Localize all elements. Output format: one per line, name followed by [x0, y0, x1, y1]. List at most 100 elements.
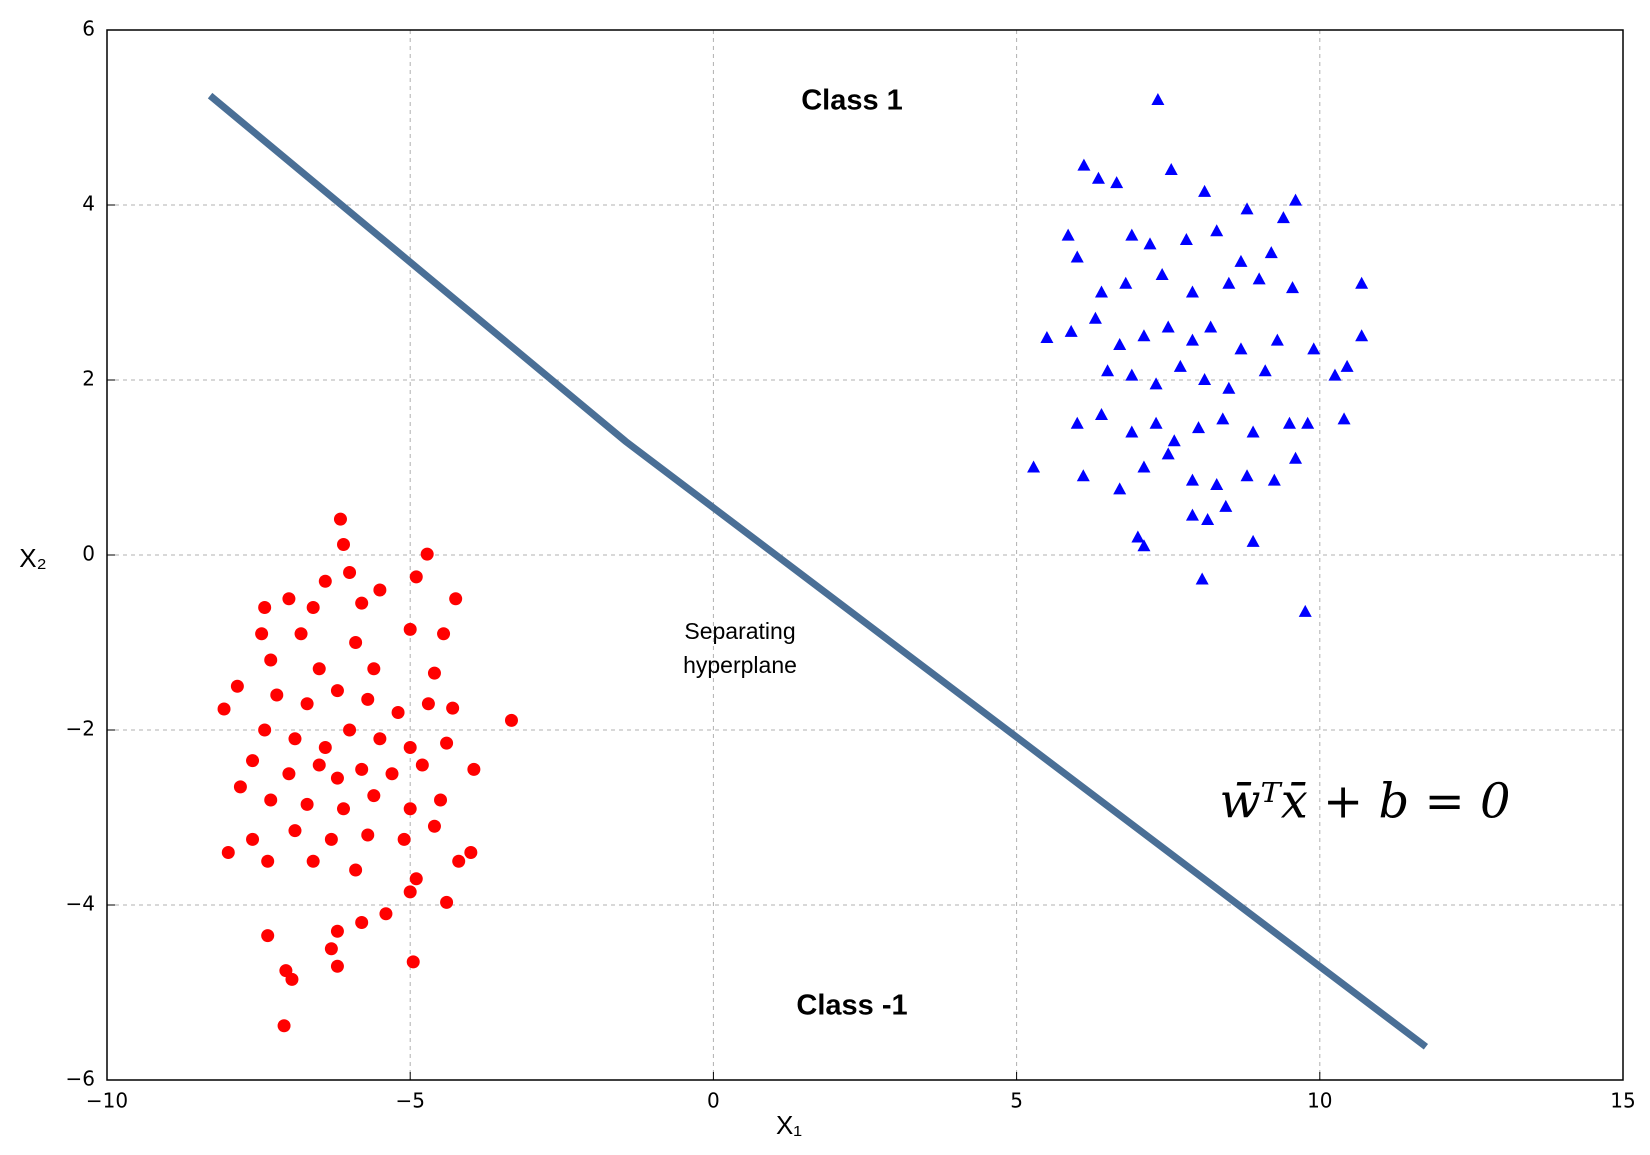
point [1276, 211, 1290, 224]
point [264, 653, 278, 667]
point [255, 627, 269, 641]
point [1192, 421, 1206, 434]
point [1301, 416, 1315, 429]
point [437, 627, 451, 641]
point [420, 547, 434, 561]
point [1328, 368, 1342, 381]
point [1101, 364, 1115, 377]
point [1125, 228, 1139, 241]
y-tick-label: 0 [82, 542, 95, 566]
point [449, 592, 463, 606]
point [403, 622, 417, 636]
point [258, 723, 272, 737]
point [1164, 163, 1178, 175]
point [1155, 268, 1169, 280]
point [467, 762, 481, 776]
point [1307, 342, 1321, 355]
point [324, 832, 338, 846]
point [355, 916, 369, 929]
point [1234, 254, 1248, 267]
point [261, 854, 275, 868]
y-tick-label: 6 [82, 17, 95, 41]
point [1289, 193, 1303, 206]
point [452, 854, 466, 868]
point [230, 679, 244, 693]
point [261, 929, 275, 943]
point [330, 684, 344, 698]
point [1040, 331, 1054, 343]
point [1286, 281, 1300, 294]
point [1210, 224, 1224, 237]
point [1149, 377, 1163, 390]
x-axis-label: X₁ [776, 1110, 802, 1140]
point [1061, 228, 1075, 241]
point [1240, 469, 1254, 482]
point [427, 666, 441, 680]
point [1137, 329, 1151, 342]
x-tick-label: −10 [86, 1089, 128, 1113]
point [233, 780, 247, 794]
point [306, 854, 320, 868]
point [349, 863, 363, 877]
point [1179, 233, 1193, 245]
point [1204, 320, 1218, 333]
point [504, 713, 518, 727]
point [1252, 272, 1266, 285]
point [409, 570, 423, 584]
point [1110, 176, 1124, 189]
point [1094, 285, 1108, 298]
annotation: Class -1 [796, 990, 907, 1022]
annotation: Separating hyperplane [683, 618, 797, 678]
point [367, 662, 381, 676]
point [1027, 460, 1041, 473]
point [1091, 171, 1105, 184]
point [1137, 539, 1151, 552]
point [1077, 158, 1091, 171]
point [1119, 276, 1133, 289]
point [330, 771, 344, 785]
point [1125, 425, 1139, 438]
point [440, 736, 454, 750]
point [403, 885, 417, 899]
point [434, 793, 448, 807]
point [1195, 572, 1209, 585]
point [1113, 338, 1127, 350]
y-tick-label: 4 [82, 192, 95, 216]
point [1070, 416, 1084, 429]
point [427, 819, 441, 833]
point [446, 701, 460, 715]
point [403, 741, 417, 754]
point [318, 574, 332, 588]
point [1337, 412, 1351, 425]
point [355, 596, 369, 610]
y-axis-label: X₂ [19, 543, 46, 573]
annotation: w̄ᵀx̄ + b = 0 [1219, 774, 1510, 830]
point [1270, 333, 1284, 346]
point [330, 959, 344, 973]
point [246, 754, 260, 768]
point [1210, 478, 1224, 490]
point [1246, 534, 1260, 547]
point [385, 767, 399, 781]
point [1216, 412, 1230, 425]
y-tick-label: 2 [82, 367, 95, 391]
point [1222, 381, 1236, 394]
point [421, 697, 435, 711]
point [294, 627, 308, 641]
point [1113, 482, 1127, 495]
y-tick-label: −4 [66, 892, 95, 916]
point [277, 1019, 291, 1033]
point [367, 789, 381, 803]
point [1143, 237, 1157, 250]
point [415, 758, 429, 772]
point [1355, 276, 1369, 289]
x-tick-label: 10 [1307, 1089, 1332, 1113]
point [1173, 359, 1187, 372]
point [1149, 416, 1163, 429]
y-tick-label: −6 [66, 1067, 95, 1091]
point [1198, 373, 1212, 385]
point [1267, 473, 1281, 486]
point [406, 955, 420, 969]
